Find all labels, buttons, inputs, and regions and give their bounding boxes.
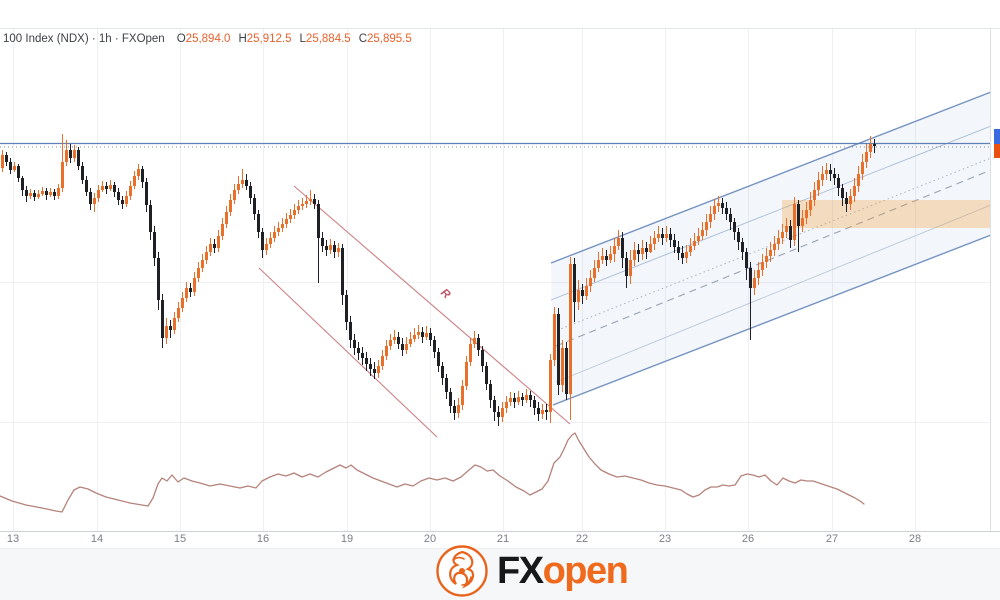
indicator-line — [0, 432, 865, 513]
ohlc-close-label: C — [358, 33, 367, 45]
ohlc-low-label: L — [299, 33, 306, 45]
fxopen-wordmark: FXopen — [497, 544, 629, 598]
fxopen-logo: FXopen — [435, 544, 629, 598]
chart-header: 100 Index (NDX) · 1h · FXOpen O25,894.0 H2… — [3, 33, 420, 45]
zone-rectangle[interactable] — [782, 200, 991, 228]
candles-series — [1, 134, 876, 426]
ohlc-low-value: 25,884.5 — [305, 33, 351, 45]
time-axis-border — [0, 531, 1000, 532]
logo-open-text: open — [542, 550, 629, 592]
ohlc-high-label: H — [238, 33, 247, 45]
bottom-band — [0, 548, 1000, 600]
gridlines — [0, 28, 991, 531]
ohlc-close-value: 25,895.5 — [367, 33, 412, 45]
fxopen-emblem-icon — [436, 545, 488, 597]
alert-price-tag — [994, 129, 1000, 144]
ohlc-open-label: O — [176, 33, 186, 45]
top-border — [0, 28, 1000, 29]
ohlc-high-value: 25,912.5 — [246, 33, 292, 45]
logo-fx-text: FX — [497, 550, 544, 592]
price-scale-border — [990, 28, 991, 531]
ohlc-open-value: 25,894.0 — [185, 33, 231, 45]
last-price-tag — [994, 144, 1000, 158]
symbol-title[interactable]: 100 Index (NDX) · 1h · FXOpen — [3, 33, 165, 45]
descending-channel[interactable] — [258, 185, 571, 438]
